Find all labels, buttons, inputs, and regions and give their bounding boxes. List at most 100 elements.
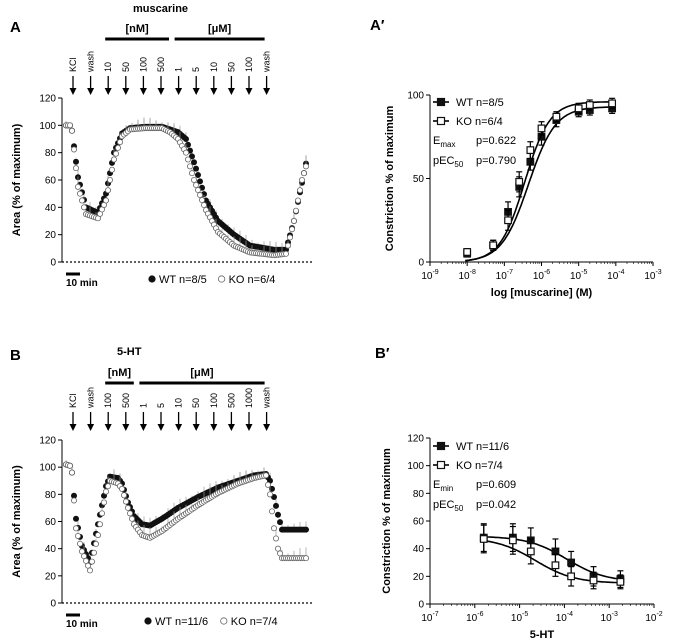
injection-arrow: KCl xyxy=(68,393,78,431)
x-tick-label: 10-5 xyxy=(570,269,587,282)
stat-name: pEC50 xyxy=(433,155,464,169)
stat-p-value: p=0.609 xyxy=(476,479,516,491)
tick-exponent: -3 xyxy=(655,269,661,276)
legend-marker xyxy=(436,116,446,126)
arrow-head xyxy=(210,424,218,431)
data-point xyxy=(272,535,279,542)
data-point xyxy=(73,515,80,522)
data-point xyxy=(119,485,126,492)
data-point xyxy=(552,112,561,121)
data-point xyxy=(302,555,309,562)
legend-text: KO n=7/4 xyxy=(231,616,278,628)
data-point xyxy=(489,241,498,250)
tick-exponent: -7 xyxy=(507,269,513,276)
legend-marker xyxy=(436,441,446,451)
y-tick-label: 40 xyxy=(45,544,57,555)
stat-base: E xyxy=(433,479,440,491)
data-point xyxy=(91,549,98,556)
data-point xyxy=(526,146,535,155)
arrow-head xyxy=(210,88,218,95)
y-tick-label: 40 xyxy=(45,203,57,214)
y-tick-label: 0 xyxy=(50,599,56,610)
injection-arrow: 1 xyxy=(138,403,148,431)
data-point xyxy=(73,165,80,172)
arrow-head xyxy=(192,424,200,431)
data-point xyxy=(284,242,291,249)
stat-p-value: p=0.042 xyxy=(476,499,516,511)
y-tick-label: 80 xyxy=(45,490,57,501)
y-axis-label: Constriction % of maximum xyxy=(381,448,393,594)
panel-letter: A′ xyxy=(370,17,385,34)
data-point xyxy=(128,515,135,522)
arrow-label: 100 xyxy=(244,57,254,72)
data-point xyxy=(103,488,110,495)
arrow-head xyxy=(87,88,95,95)
x-tick-label: 10-6 xyxy=(533,269,550,282)
data-point xyxy=(77,540,84,547)
data-point xyxy=(107,176,114,183)
data-point xyxy=(73,525,80,532)
injection-arrow: 5 xyxy=(191,67,201,95)
legend-text: WT n=11/6 xyxy=(456,441,509,453)
injection-arrow: 50 xyxy=(191,398,201,431)
series-ko xyxy=(63,460,309,574)
arrow-head xyxy=(104,88,112,95)
arrow-label: 10 xyxy=(103,62,113,72)
tick-base: 10 xyxy=(607,271,619,282)
injection-arrow: 100 xyxy=(103,393,113,431)
data-point xyxy=(196,178,203,185)
x-tick-label: 10-6 xyxy=(466,611,483,624)
data-point xyxy=(270,525,277,532)
y-tick-label: 0 xyxy=(418,258,424,269)
y-tick-label: 80 xyxy=(45,148,57,159)
arrow-label: 10 xyxy=(174,398,184,408)
data-point xyxy=(194,187,201,194)
tick-base: 10 xyxy=(644,271,656,282)
scale-bar-label: 10 min xyxy=(66,278,98,289)
tick-exponent: -9 xyxy=(432,269,438,276)
x-tick-label: 10-8 xyxy=(458,269,475,282)
injection-arrow: 10 xyxy=(174,398,184,431)
data-point xyxy=(589,576,598,585)
legend-text: WT n=8/5 xyxy=(159,274,207,286)
panel-letter: B′ xyxy=(375,345,390,362)
y-tick-label: 0 xyxy=(418,600,424,611)
x-tick-label: 10-4 xyxy=(556,611,573,624)
data-point xyxy=(182,149,189,156)
data-point xyxy=(75,532,82,539)
data-point xyxy=(196,192,203,199)
data-point xyxy=(113,150,120,157)
series-ko xyxy=(463,97,617,262)
injection-arrow: 500 xyxy=(121,393,131,431)
data-point xyxy=(97,521,104,528)
legend-marker xyxy=(220,617,228,625)
stat-emax: Emax p=0.622 xyxy=(433,135,516,149)
x-tick-label: 10-7 xyxy=(496,269,513,282)
data-point xyxy=(75,183,82,190)
legend-item: KO n=6/4 xyxy=(218,274,275,286)
data-point xyxy=(194,171,201,178)
legend-item: WT n=11/6 xyxy=(433,441,509,453)
injection-arrow: 500 xyxy=(226,393,236,431)
arrow-label: 500 xyxy=(226,393,236,408)
arrow-label: 5 xyxy=(156,403,166,408)
arrow-label: 500 xyxy=(156,57,166,72)
scale-bar-label: 10 min xyxy=(66,619,98,630)
data-point xyxy=(192,165,199,172)
injection-arrow: 10 xyxy=(103,62,113,95)
tick-base: 10 xyxy=(466,613,478,624)
injection-arrow: 100 xyxy=(138,57,148,95)
injection-arrow: 100 xyxy=(244,57,254,95)
data-point xyxy=(298,176,305,183)
arrow-label: 1 xyxy=(174,67,184,72)
tick-base: 10 xyxy=(533,271,545,282)
drug-label: muscarine xyxy=(133,3,188,15)
x-axis-label: log [muscarine] (M) xyxy=(491,287,593,299)
arrow-head xyxy=(139,88,147,95)
data-point xyxy=(69,127,76,134)
tick-exponent: -4 xyxy=(618,269,624,276)
stat-p-value: p=0.790 xyxy=(476,155,516,167)
data-point xyxy=(190,159,197,166)
y-tick-label: 0 xyxy=(50,258,56,269)
